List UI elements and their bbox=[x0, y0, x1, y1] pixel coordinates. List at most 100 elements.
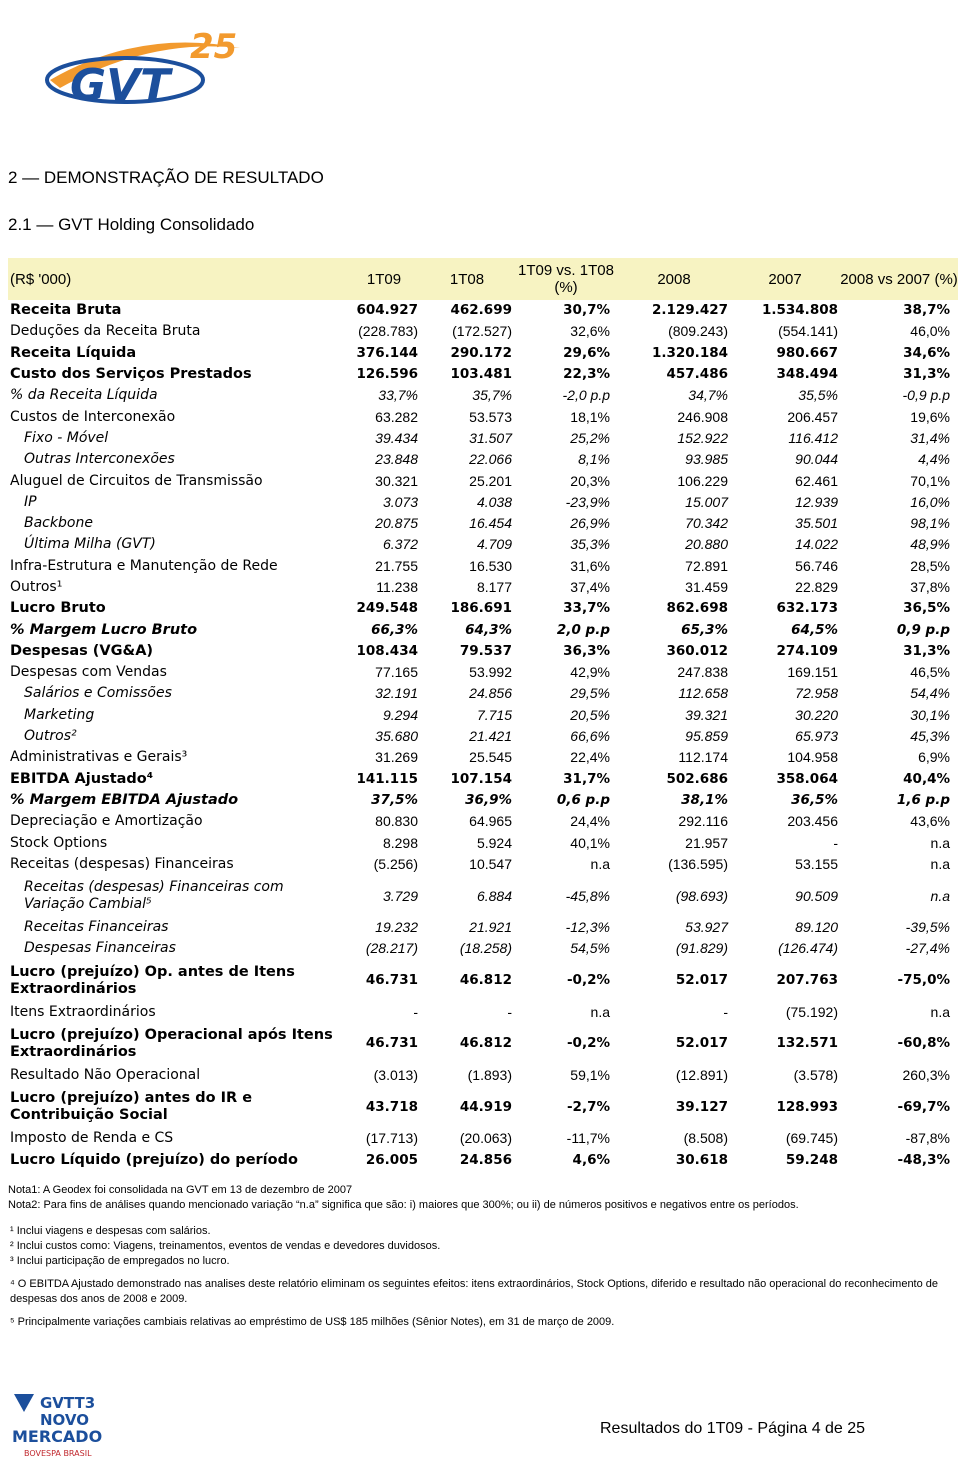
cell-value: - bbox=[723, 1003, 728, 1020]
cell-value: 21.921 bbox=[469, 919, 512, 936]
column-header: 1T08 bbox=[420, 258, 514, 300]
cell-value: 54,5% bbox=[570, 940, 610, 957]
row-label: % Margem EBITDA Ajustado bbox=[10, 791, 239, 808]
table-row: Aluguel de Circuitos de Transmissão 30.32… bbox=[8, 470, 958, 491]
cell-value: 247.838 bbox=[677, 664, 728, 681]
cell-value: 48,9% bbox=[910, 536, 950, 553]
cell-value: 18,1% bbox=[570, 408, 610, 425]
cell-value: 70,1% bbox=[910, 472, 950, 489]
table-row: Receita Líquida 376.144 290.172 29,6% 1.320.… bbox=[8, 343, 958, 364]
cell-value: (12.891) bbox=[675, 1067, 728, 1084]
segment-line: MERCADO bbox=[12, 1427, 102, 1446]
cell-value: 16,0% bbox=[910, 493, 950, 510]
table-row: Backbone 20.875 16.454 26,9% 70.342 35.501 98,… bbox=[8, 513, 958, 534]
cell-value: (17.713) bbox=[365, 1130, 418, 1147]
row-label: Receitas Financeiras bbox=[24, 919, 169, 936]
cell-value: 54,4% bbox=[910, 685, 950, 702]
cell-value: 1.320.184 bbox=[651, 344, 728, 361]
table-row: Lucro (prejuízo) antes do IR e Contribui… bbox=[8, 1086, 958, 1128]
cell-value: 260,3% bbox=[902, 1067, 950, 1084]
cell-value: 16.454 bbox=[469, 515, 512, 532]
cell-value: 207.763 bbox=[776, 972, 839, 989]
cell-value: 1,6 p.p bbox=[896, 791, 950, 808]
cell-value: 20,5% bbox=[570, 706, 610, 723]
note: Nota2: Para fins de análises quando menc… bbox=[8, 1199, 799, 1211]
cell-value: 33,7% bbox=[378, 387, 418, 404]
cell-value: 116.412 bbox=[788, 429, 838, 446]
row-label: Lucro Líquido (prejuízo) do período bbox=[10, 1151, 298, 1168]
cell-value: 20,3% bbox=[570, 472, 610, 489]
row-label: Lucro Bruto bbox=[10, 600, 106, 617]
table-row: Salários e Comissões 32.191 24.856 29,5% 112… bbox=[8, 683, 958, 704]
table-row: Infra-Estrutura e Manutenção de Rede 21.7… bbox=[8, 556, 958, 577]
cell-value: 77.165 bbox=[375, 664, 418, 681]
cell-value: 34,7% bbox=[688, 387, 728, 404]
cell-value: 0,6 p.p bbox=[556, 791, 610, 808]
cell-value: 7.715 bbox=[476, 706, 512, 723]
cell-value: 59,1% bbox=[570, 1067, 610, 1084]
cell-value: 36,9% bbox=[465, 791, 512, 808]
cell-value: 15.007 bbox=[685, 493, 728, 510]
cell-value: (75.192) bbox=[785, 1003, 838, 1020]
cell-value: 11.238 bbox=[376, 579, 418, 595]
row-label: IP bbox=[24, 493, 37, 510]
cell-value: 21.957 bbox=[685, 834, 728, 851]
cell-value: 4,4% bbox=[918, 451, 950, 468]
table-row: Despesas Financeiras (28.217) (18.258) 54,5… bbox=[8, 938, 958, 959]
cell-value: (809.243) bbox=[668, 323, 728, 340]
cell-value: 46.731 bbox=[365, 1035, 418, 1052]
row-label: Custo dos Serviços Prestados bbox=[10, 366, 252, 383]
page-footer: Resultados do 1T09 - Página 4 de 25 bbox=[600, 1420, 866, 1437]
cell-value: 52.017 bbox=[675, 972, 728, 989]
cell-value: 80.830 bbox=[375, 813, 418, 830]
row-label: Custos de Interconexão bbox=[10, 408, 176, 425]
cell-value: 132.571 bbox=[776, 1035, 839, 1052]
row-label: Fixo - Móvel bbox=[24, 429, 109, 446]
cell-value: 274.109 bbox=[776, 642, 839, 659]
cell-value: n.a bbox=[930, 887, 950, 904]
cell-value: 37,5% bbox=[371, 791, 418, 808]
row-label: Resultado Não Operacional bbox=[10, 1067, 201, 1084]
cell-value: -48,3% bbox=[897, 1151, 950, 1168]
logo-ring bbox=[45, 56, 205, 104]
cell-value: -27,4% bbox=[905, 940, 950, 957]
table-row: Stock Options 8.298 5.924 40,1% 21.957 - n.a bbox=[8, 832, 958, 853]
row-label: % Margem Lucro Bruto bbox=[10, 621, 198, 638]
cell-value: -45,8% bbox=[565, 887, 610, 904]
cell-value: 104.958 bbox=[787, 749, 838, 766]
cell-value: 90.509 bbox=[795, 887, 838, 904]
cell-value: 35.501 bbox=[795, 515, 838, 532]
cell-value: 2.129.427 bbox=[651, 302, 728, 319]
cell-value: 502.686 bbox=[666, 770, 729, 787]
cell-value: 46,0% bbox=[910, 323, 950, 340]
cell-value: 206.457 bbox=[787, 408, 838, 425]
header-row: (R$ '000) 1T09 1T08 1T09 vs. 1T08 (%) 2008 20… bbox=[8, 258, 958, 300]
cell-value: 9.294 bbox=[382, 706, 418, 723]
cell-value: 3.729 bbox=[382, 887, 418, 904]
cell-value: 28,5% bbox=[910, 557, 950, 574]
cell-value: 31,7% bbox=[563, 770, 610, 787]
row-label: Despesas (VG&A) bbox=[10, 642, 154, 659]
cell-value: 46,5% bbox=[910, 664, 950, 681]
logo-mark: GVT bbox=[70, 60, 173, 108]
cell-value: -39,5% bbox=[905, 919, 950, 936]
table-row: Deduções da Receita Bruta (228.783) (172.5… bbox=[8, 321, 958, 342]
cell-value: 40,4% bbox=[903, 770, 950, 787]
cell-value: 358.064 bbox=[776, 770, 839, 787]
row-label: Backbone bbox=[24, 515, 93, 532]
cell-value: 39.434 bbox=[375, 429, 418, 446]
cell-value: 36,5% bbox=[791, 791, 838, 808]
row-label: Administrativas e Gerais³ bbox=[10, 749, 188, 766]
cell-value: (5.256) bbox=[373, 855, 418, 872]
column-header: 2007 bbox=[730, 258, 840, 300]
cell-value: 43,6% bbox=[910, 813, 950, 830]
cell-value: -75,0% bbox=[897, 972, 950, 989]
cell-value: 0,9 p.p bbox=[896, 621, 950, 638]
cell-value: 604.927 bbox=[356, 302, 419, 319]
cell-value: 30.220 bbox=[795, 706, 838, 723]
row-label: Stock Options bbox=[10, 834, 108, 851]
section-heading: 2 — DEMONSTRAÇÃO DE RESULTADO bbox=[8, 168, 324, 187]
table-row: IP 3.073 4.038 -23,9% 15.007 12.939 16,0% bbox=[8, 492, 958, 513]
cell-value: 376.144 bbox=[356, 344, 419, 361]
row-label: Outros² bbox=[24, 728, 77, 745]
